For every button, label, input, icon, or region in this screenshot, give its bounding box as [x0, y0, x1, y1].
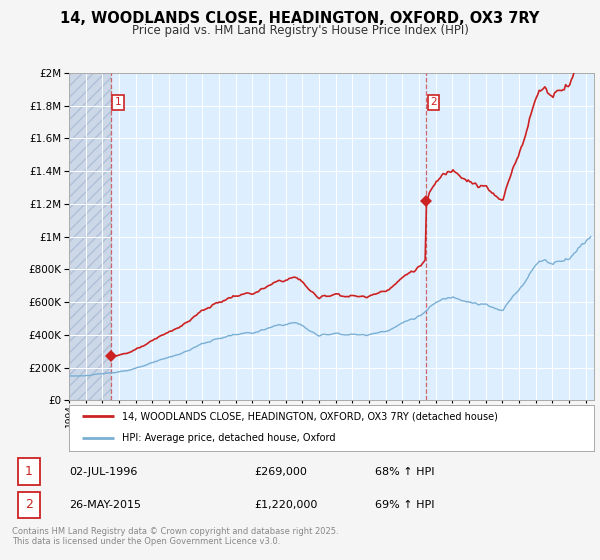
Text: Price paid vs. HM Land Registry's House Price Index (HPI): Price paid vs. HM Land Registry's House …	[131, 24, 469, 37]
FancyBboxPatch shape	[18, 492, 40, 518]
Text: 14, WOODLANDS CLOSE, HEADINGTON, OXFORD, OX3 7RY: 14, WOODLANDS CLOSE, HEADINGTON, OXFORD,…	[61, 11, 539, 26]
Text: £1,220,000: £1,220,000	[254, 500, 317, 510]
Text: £269,000: £269,000	[254, 466, 307, 477]
Bar	[69, 73, 110, 400]
Text: 2: 2	[430, 97, 437, 108]
Text: 2: 2	[25, 498, 32, 511]
Text: HPI: Average price, detached house, Oxford: HPI: Average price, detached house, Oxfo…	[121, 433, 335, 443]
Text: 14, WOODLANDS CLOSE, HEADINGTON, OXFORD, OX3 7RY (detached house): 14, WOODLANDS CLOSE, HEADINGTON, OXFORD,…	[121, 412, 497, 421]
Text: Contains HM Land Registry data © Crown copyright and database right 2025.
This d: Contains HM Land Registry data © Crown c…	[12, 527, 338, 547]
Text: 1: 1	[115, 97, 121, 108]
Text: 69% ↑ HPI: 69% ↑ HPI	[375, 500, 434, 510]
Text: 02-JUL-1996: 02-JUL-1996	[70, 466, 138, 477]
Text: 1: 1	[25, 465, 32, 478]
Text: 26-MAY-2015: 26-MAY-2015	[70, 500, 142, 510]
Text: 68% ↑ HPI: 68% ↑ HPI	[375, 466, 434, 477]
FancyBboxPatch shape	[18, 459, 40, 485]
